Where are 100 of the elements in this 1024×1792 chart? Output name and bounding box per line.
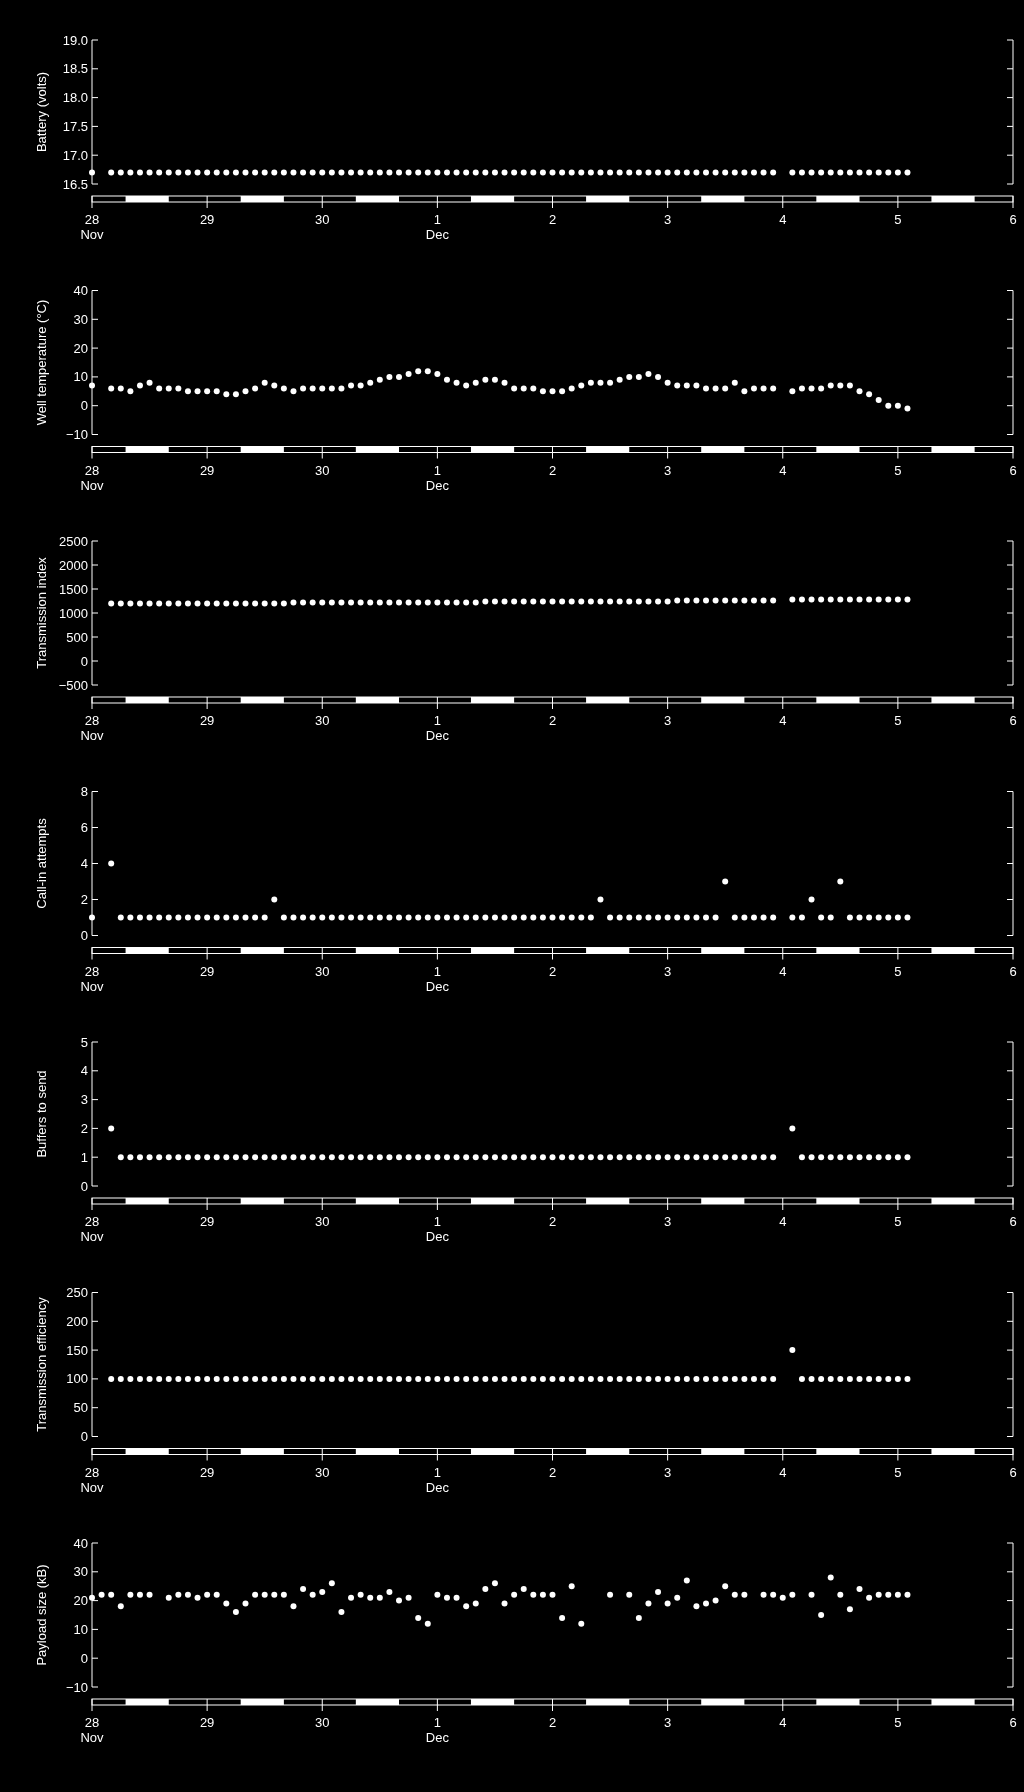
- y-tick-label: 2: [80, 1120, 88, 1136]
- y-tick-label: 0: [80, 653, 88, 669]
- y-tick-label: 0: [80, 1650, 88, 1666]
- x-tick-label: 29: [199, 462, 215, 478]
- y-axis-title: Buffers to send: [34, 1070, 49, 1158]
- y-tick-label: 6: [80, 820, 88, 836]
- y-tick-label: 10: [73, 369, 88, 385]
- x-tick-label: 3: [664, 212, 672, 227]
- x-tick-label: 4: [779, 1715, 787, 1730]
- x-tick-label: 2: [548, 1214, 557, 1229]
- x-tick-label: 3: [664, 963, 672, 979]
- y-tick-label: 1500: [59, 581, 88, 597]
- x-tick-label: 4: [779, 713, 787, 728]
- x-tick-label: 3: [664, 1715, 672, 1730]
- x-tick-label: 5: [894, 212, 902, 227]
- y-axis-title: Call-in attempts: [34, 817, 49, 909]
- y-tick-label: 1: [80, 1149, 88, 1165]
- x-tick-label: 6: [1009, 1715, 1017, 1730]
- x-tick-label: 29: [199, 1715, 215, 1730]
- y-tick-label: 2500: [59, 533, 88, 549]
- x-tick-label: 30: [315, 212, 330, 227]
- y-tick-label: 20: [73, 1593, 88, 1609]
- x-tick-label: 30: [315, 1214, 330, 1229]
- x-tick-label: 5: [894, 1715, 902, 1730]
- x-tick-label: 4: [779, 462, 787, 478]
- y-tick-label: 5: [80, 1034, 88, 1050]
- y-tick-label: 100: [66, 1371, 88, 1387]
- y-tick-label: 2000: [59, 557, 88, 573]
- y-tick-label: 4: [80, 856, 88, 872]
- y-tick-label: 4: [80, 1063, 88, 1079]
- x-tick-label: 29: [199, 1464, 215, 1480]
- x-tick-label: 30: [315, 713, 330, 728]
- x-tick-label: 2: [548, 963, 557, 979]
- x-tick-label: 29: [199, 212, 215, 227]
- x-tick-label: 6: [1009, 1214, 1017, 1229]
- x-tick-label: 30: [315, 462, 330, 478]
- y-tick-label: 0: [80, 928, 88, 944]
- x-tick-label: 3: [664, 462, 672, 478]
- y-tick-label: 0: [80, 398, 88, 414]
- x-tick-label: 28 Nov: [80, 963, 105, 994]
- x-tick-label: 28 Nov: [80, 462, 105, 493]
- x-tick-label: 1 Dec: [425, 1214, 450, 1244]
- y-tick-label: 200: [66, 1313, 88, 1329]
- x-tick-label: 30: [315, 963, 330, 979]
- x-tick-label: 3: [664, 713, 672, 728]
- y-tick-label: 16.5: [62, 176, 88, 192]
- x-tick-label: 1 Dec: [425, 462, 450, 493]
- x-tick-label: 4: [779, 1464, 787, 1480]
- y-tick-label: 0: [80, 1178, 88, 1194]
- x-tick-label: 28 Nov: [80, 713, 105, 743]
- y-tick-label: 0: [80, 1429, 88, 1445]
- x-tick-label: 28 Nov: [80, 1464, 105, 1495]
- x-tick-label: 2: [548, 212, 557, 227]
- x-tick-label: 6: [1009, 462, 1017, 478]
- y-axis-title: Well temperature (°C): [34, 299, 49, 426]
- y-tick-label: −10: [65, 1679, 88, 1695]
- y-tick-label: 3: [80, 1092, 88, 1108]
- y-tick-label: −10: [65, 427, 88, 443]
- x-tick-label: 4: [779, 1214, 787, 1229]
- x-tick-label: 30: [315, 1464, 330, 1480]
- x-tick-label: 29: [199, 1214, 215, 1229]
- y-tick-label: 18.5: [62, 61, 88, 77]
- y-tick-label: 8: [80, 784, 88, 800]
- x-tick-label: 5: [894, 462, 902, 478]
- y-tick-label: 20: [73, 340, 88, 356]
- x-tick-label: 2: [548, 462, 557, 478]
- y-axis-title: Battery (volts): [34, 71, 49, 153]
- x-tick-label: 3: [664, 1214, 672, 1229]
- y-axis-title: Transmission index: [34, 556, 49, 669]
- y-tick-label: 500: [66, 629, 88, 645]
- x-tick-label: 6: [1009, 963, 1017, 979]
- y-tick-label: 30: [73, 311, 88, 327]
- y-tick-label: 1000: [59, 605, 88, 621]
- x-tick-label: 4: [779, 963, 787, 979]
- x-tick-label: 1 Dec: [425, 212, 450, 242]
- x-tick-label: 1 Dec: [425, 1715, 450, 1745]
- x-tick-label: 28 Nov: [80, 212, 105, 242]
- x-tick-label: 5: [894, 713, 902, 728]
- x-tick-label: 3: [664, 1464, 672, 1480]
- y-tick-label: 17.0: [62, 147, 88, 163]
- y-tick-label: −500: [58, 677, 88, 693]
- y-tick-label: 250: [66, 1285, 88, 1301]
- y-tick-label: 10: [73, 1621, 88, 1637]
- y-tick-label: 19.0: [62, 32, 88, 48]
- y-tick-label: 17.5: [62, 118, 88, 134]
- y-axis-title: Transmission efficiency: [34, 1296, 49, 1432]
- x-tick-label: 2: [548, 1464, 557, 1480]
- y-tick-label: 30: [73, 1564, 88, 1580]
- y-tick-label: 18.0: [62, 90, 88, 106]
- x-tick-label: 28 Nov: [80, 1214, 105, 1244]
- x-tick-label: 1 Dec: [425, 963, 450, 994]
- y-tick-label: 50: [73, 1400, 88, 1416]
- y-tick-label: 150: [66, 1342, 88, 1358]
- x-tick-label: 30: [315, 1715, 330, 1730]
- y-axis-title: Payload size (kB): [34, 1564, 49, 1666]
- x-tick-label: 5: [894, 963, 902, 979]
- y-tick-label: 2: [80, 892, 88, 908]
- y-tick-label: 40: [73, 1535, 88, 1551]
- x-tick-label: 1 Dec: [425, 1464, 450, 1495]
- x-tick-label: 29: [199, 713, 215, 728]
